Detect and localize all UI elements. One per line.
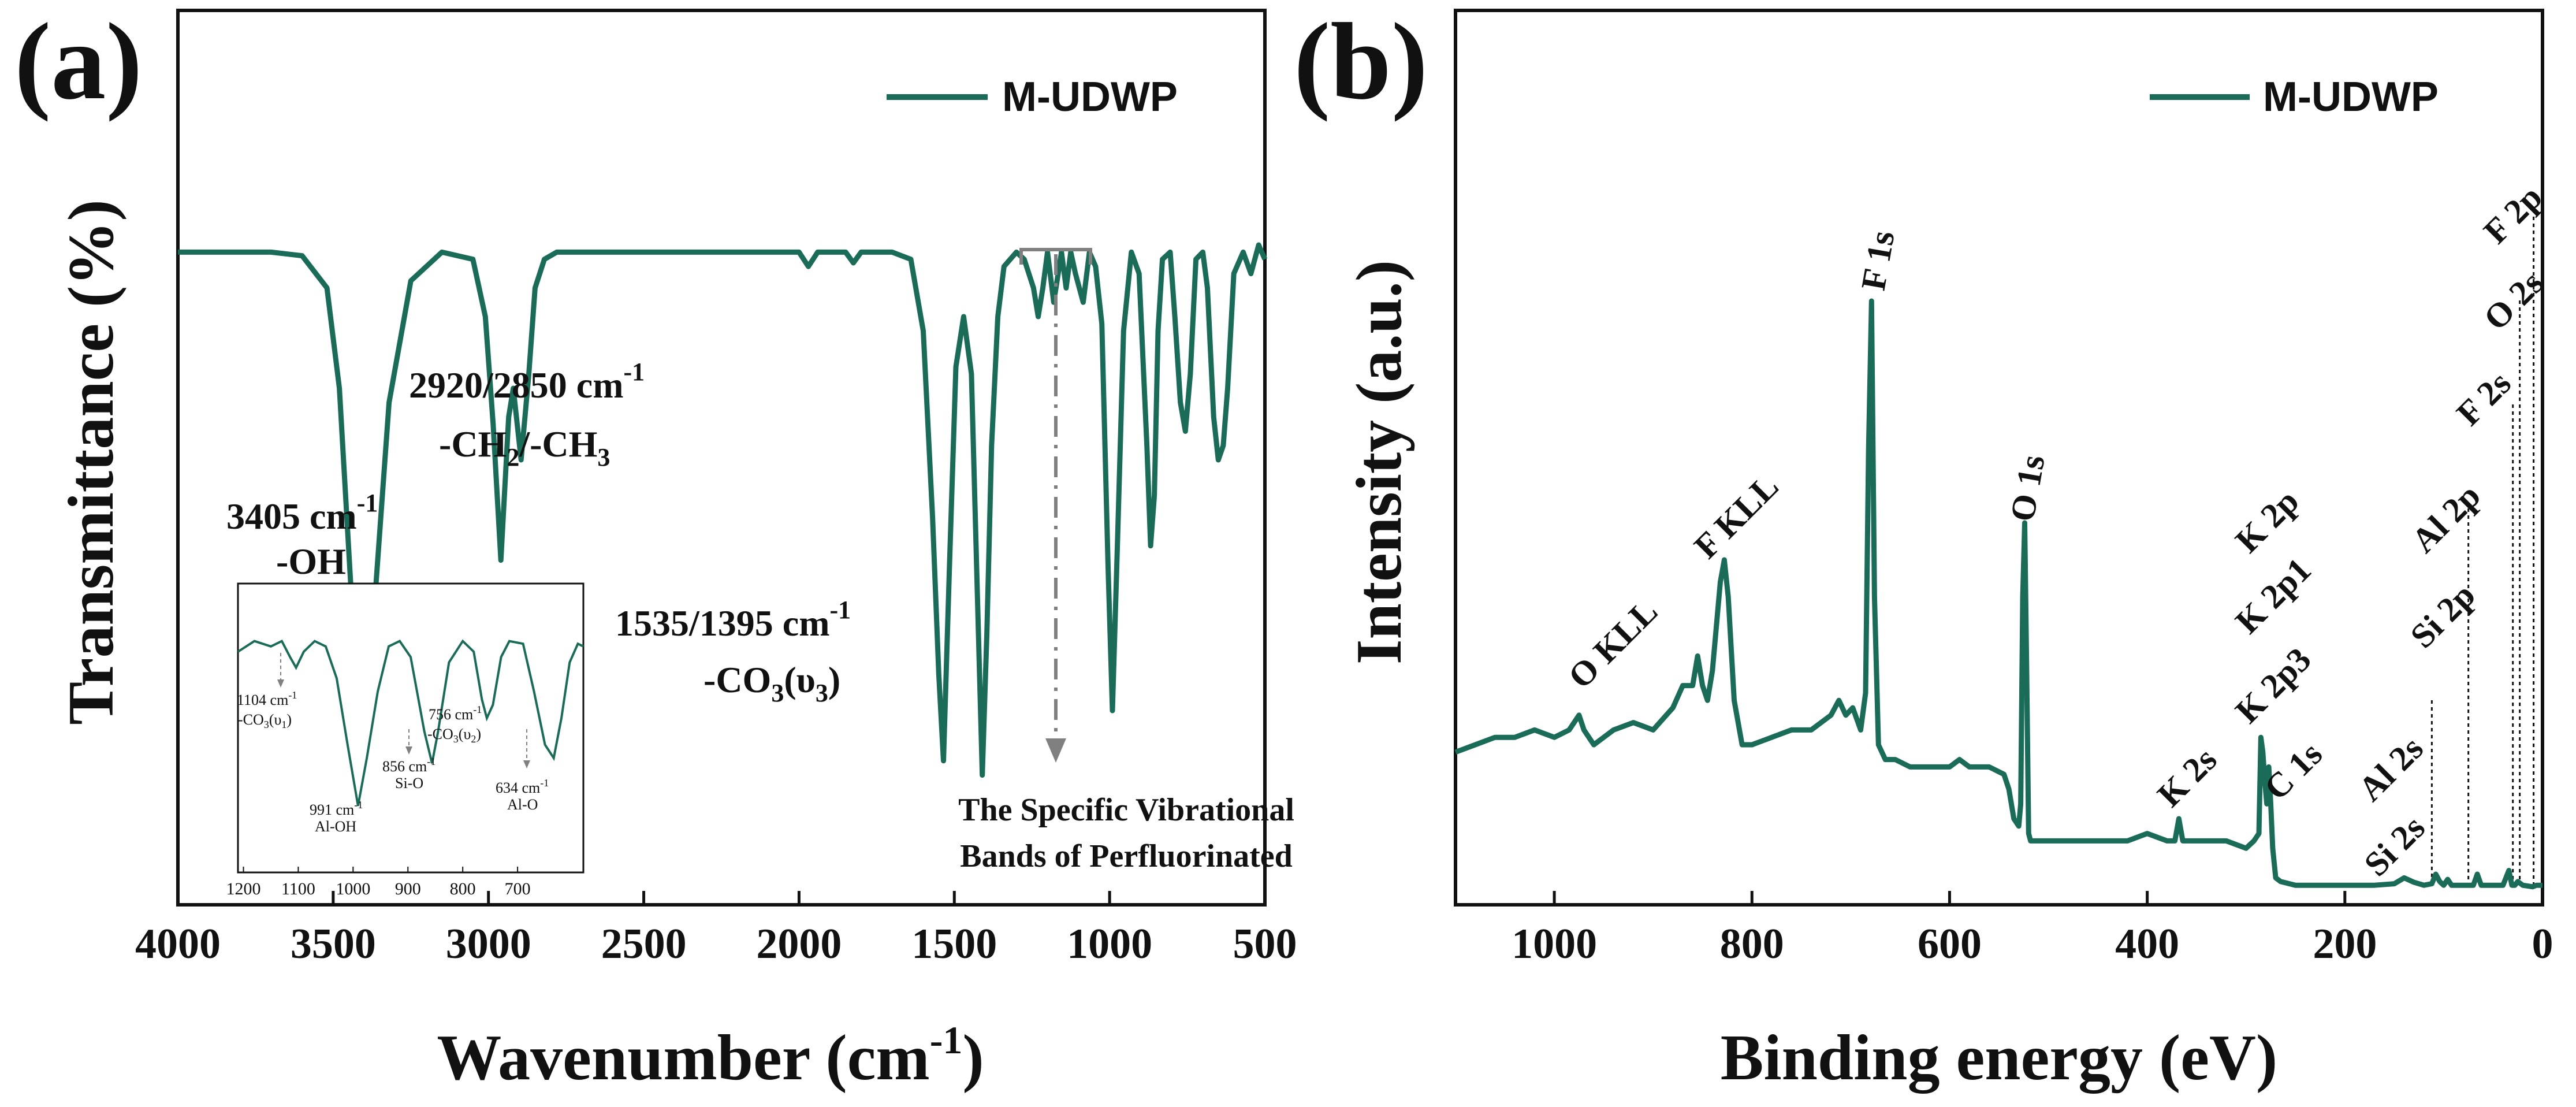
xps-x-tick-label: 600 (1918, 920, 1982, 968)
inset-guides (280, 653, 527, 761)
panel-a: (a) Transmittance (%) Wavenumber (cm-1) … (14, 1, 1297, 1094)
peak-label-k-2p1: K 2p1 (2228, 551, 2318, 641)
peak-label-k-2p: K 2p (2228, 482, 2306, 560)
panel-a-label: (a) (14, 1, 143, 122)
ftir-x-ticks: 4000 3500 3000 2500 2000 1500 1000 500 (135, 891, 1297, 968)
peak-label-f-kll: F KLL (1687, 467, 1786, 566)
xps-x-tick-label: 1000 (1512, 920, 1597, 968)
ftir-inset: 1200 1100 1000 900 800 700 1104 cm-1 -CO3(υ1) … (226, 582, 585, 898)
peak-label-al-2s: Al 2s (2351, 729, 2430, 808)
perfluorinated-arrowhead (1045, 738, 1066, 763)
ftir-legend-label: M-UDWP (1002, 74, 1178, 120)
note-line-1: The Specific Vibrational (958, 792, 1294, 828)
peak-label-o-kll: O KLL (1561, 592, 1665, 696)
oh-annotation: 3405 cm-1 (226, 489, 378, 537)
peak-label-f-2s: F 2s (2450, 364, 2518, 433)
inset-label-756: 756 cm-1 -CO3(υ2) (427, 704, 482, 745)
ftir-spectrum-line (178, 242, 1268, 807)
ch-annotation: 2920/2850 cm-1 (409, 358, 645, 406)
ftir-x-tick-label: 1000 (1067, 920, 1152, 968)
ftir-x-tick-label: 2000 (756, 920, 842, 968)
xps-spectrum-line (1454, 298, 2543, 890)
peak-label-al-2p: Al 2p (2404, 477, 2488, 560)
perfluorinated-bracket (1019, 248, 1092, 265)
ftir-x-tick-label: 500 (1233, 920, 1297, 968)
inset-x-tick-label: 800 (450, 879, 476, 898)
peak-label-si-2p: Si 2p (2403, 576, 2482, 655)
xps-x-tick-label: 400 (2115, 920, 2179, 968)
ftir-x-axis-title: Wavenumber (cm-1) (437, 1018, 984, 1094)
ftir-x-tick-label: 3000 (446, 920, 531, 968)
co3-group-label: -CO3(υ3) (703, 659, 840, 707)
panel-b-label: (b) (1294, 1, 1428, 122)
inset-label-991: 991 cm-1 Al-OH (310, 799, 363, 835)
xps-legend-label: M-UDWP (2263, 74, 2439, 120)
inset-arrowheads (277, 679, 530, 768)
peak-label-f-1s: F 1s (1854, 228, 1902, 294)
peak-label-k-2s: K 2s (2150, 740, 2224, 814)
xps-plot-frame (1454, 9, 2544, 907)
ftir-x-tick-label: 4000 (135, 920, 221, 968)
xps-x-tick-label: 200 (2313, 920, 2377, 968)
xps-x-tick-label: 0 (2532, 920, 2553, 968)
xps-x-ticks: 1000 800 600 400 200 0 (1512, 891, 2553, 968)
inset-x-tick-label: 900 (395, 879, 421, 898)
ftir-plot-frame (176, 9, 1267, 907)
ftir-y-axis-title: Transmittance (%) (55, 199, 127, 725)
panel-b: (b) Intensity (a.u.) Binding energy (eV)… (1294, 1, 2553, 1094)
peak-label-k-2p3: K 2p3 (2228, 640, 2318, 730)
xps-y-axis-title: Intensity (a.u.) (1343, 260, 1415, 664)
inset-label-634: 634 cm-1 Al-O (496, 777, 549, 813)
inset-frame (237, 582, 585, 874)
inset-x-ticks: 1200 1100 1000 900 800 700 (226, 867, 531, 898)
co3-annotation: 1535/1395 cm-1 (615, 596, 851, 644)
inset-x-tick-label: 700 (505, 879, 531, 898)
note-line-2: Bands of Perfluorinated (960, 838, 1293, 874)
peak-label-si-2s: Si 2s (2357, 808, 2432, 883)
xps-x-tick-label: 800 (1720, 920, 1784, 968)
inset-spectrum-line (237, 639, 584, 807)
ftir-x-tick-label: 1500 (911, 920, 997, 968)
xps-peak-guides (2430, 217, 2535, 885)
inset-x-tick-label: 1200 (226, 879, 260, 898)
inset-label-1104: 1104 cm-1 -CO3(υ1) (237, 689, 297, 730)
inset-x-tick-label: 1000 (336, 879, 370, 898)
peak-label-f-2p: F 2p (2477, 178, 2549, 251)
ch-group-label: -CH2/-CH3 (439, 424, 610, 471)
peak-label-o-2s: O 2s (2477, 263, 2551, 337)
ftir-x-tick-label: 3500 (291, 920, 376, 968)
ftir-x-tick-label: 2500 (601, 920, 687, 968)
peak-label-o-1s: O 1s (2003, 452, 2052, 525)
oh-group-label: -OH (276, 541, 346, 582)
inset-x-tick-label: 1100 (281, 879, 315, 898)
xps-x-axis-title: Binding energy (eV) (1721, 1022, 2277, 1094)
inset-label-856: 856 cm-1 Si-O (382, 756, 435, 792)
